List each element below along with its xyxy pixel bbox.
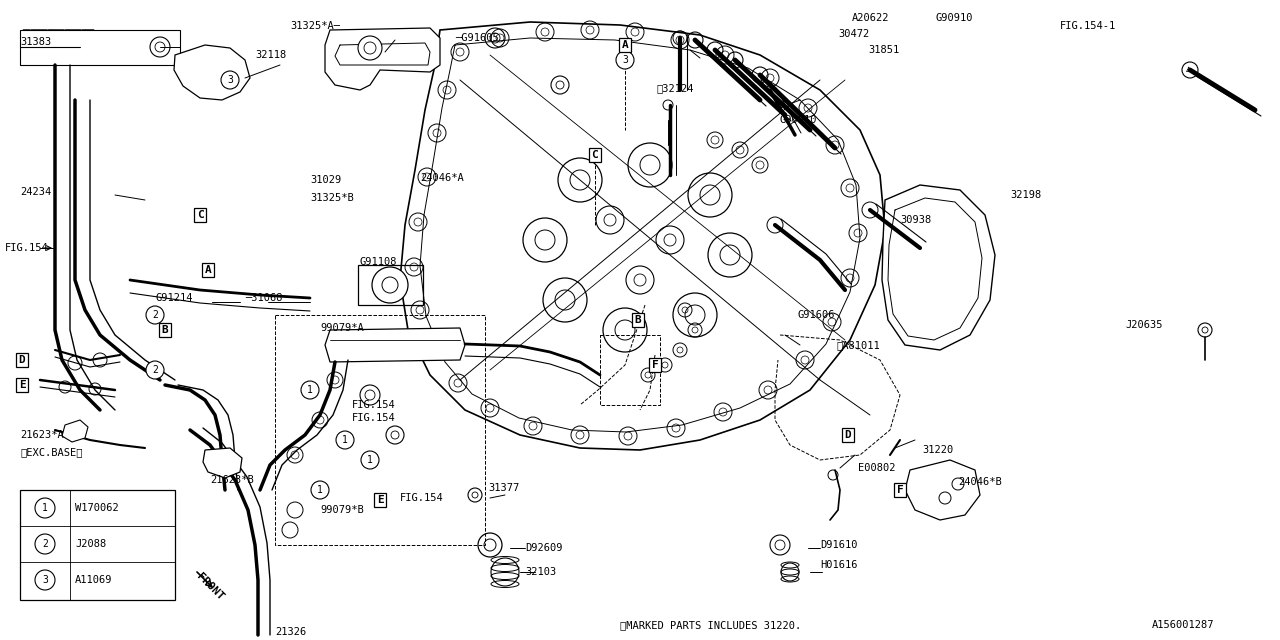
- Text: C: C: [591, 150, 598, 160]
- Text: 3: 3: [227, 75, 233, 85]
- Circle shape: [361, 451, 379, 469]
- Text: G90910: G90910: [780, 115, 818, 125]
- Text: FRONT: FRONT: [195, 572, 225, 602]
- Circle shape: [35, 534, 55, 554]
- Text: FIG.154: FIG.154: [5, 243, 49, 253]
- Text: B: B: [161, 325, 169, 335]
- Text: 1: 1: [42, 503, 47, 513]
- Circle shape: [372, 267, 408, 303]
- Text: ※MARKED PARTS INCLUDES 31220.: ※MARKED PARTS INCLUDES 31220.: [620, 620, 801, 630]
- Circle shape: [35, 498, 55, 518]
- Text: 3: 3: [622, 55, 628, 65]
- Text: 30938: 30938: [900, 215, 932, 225]
- Text: J2088: J2088: [76, 539, 106, 549]
- Text: 32103: 32103: [525, 567, 557, 577]
- Text: D91610: D91610: [820, 540, 858, 550]
- Polygon shape: [882, 185, 995, 350]
- Text: 31325*B: 31325*B: [310, 193, 353, 203]
- Text: 99079*B: 99079*B: [320, 505, 364, 515]
- Text: 30472: 30472: [838, 29, 869, 39]
- Polygon shape: [325, 28, 440, 90]
- Text: J20635: J20635: [1125, 320, 1162, 330]
- Circle shape: [311, 481, 329, 499]
- Text: 32198: 32198: [1010, 190, 1041, 200]
- Text: 2: 2: [42, 539, 47, 549]
- Text: E: E: [19, 380, 26, 390]
- Text: ─31068: ─31068: [244, 293, 283, 303]
- Text: 3: 3: [42, 575, 47, 585]
- Text: G91108: G91108: [360, 257, 398, 267]
- Text: 31851: 31851: [868, 45, 900, 55]
- Text: C: C: [197, 210, 204, 220]
- Text: 99079*A: 99079*A: [320, 323, 364, 333]
- Text: G90910: G90910: [934, 13, 973, 23]
- Bar: [20, 490, 175, 600]
- Text: 31383: 31383: [20, 37, 51, 47]
- Text: D: D: [19, 355, 26, 365]
- Text: 〈EXC.BASE〉: 〈EXC.BASE〉: [20, 447, 82, 457]
- Text: ─G91605: ─G91605: [454, 33, 499, 43]
- Text: A20622: A20622: [852, 13, 890, 23]
- Text: FIG.154: FIG.154: [399, 493, 444, 503]
- Text: 21326: 21326: [275, 627, 306, 637]
- Text: 24046*A: 24046*A: [420, 173, 463, 183]
- Text: F: F: [896, 485, 904, 495]
- Text: D: D: [845, 430, 851, 440]
- Text: 1: 1: [367, 455, 372, 465]
- Text: 2: 2: [152, 310, 157, 320]
- Text: 21623*A: 21623*A: [20, 430, 64, 440]
- Polygon shape: [61, 420, 88, 442]
- Text: 1: 1: [342, 435, 348, 445]
- Text: D92609: D92609: [525, 543, 562, 553]
- Circle shape: [146, 361, 164, 379]
- Text: 31377: 31377: [488, 483, 520, 493]
- Polygon shape: [204, 448, 242, 478]
- Text: F: F: [652, 360, 658, 370]
- Text: A11069: A11069: [76, 575, 113, 585]
- Text: A: A: [622, 40, 628, 50]
- Circle shape: [358, 36, 381, 60]
- Text: E00802: E00802: [858, 463, 896, 473]
- Circle shape: [150, 37, 170, 57]
- Polygon shape: [905, 460, 980, 520]
- Text: A: A: [205, 265, 211, 275]
- Bar: [358, 265, 422, 305]
- Text: B: B: [635, 315, 641, 325]
- Text: 31325*A─: 31325*A─: [291, 21, 340, 31]
- Circle shape: [335, 431, 355, 449]
- Polygon shape: [174, 45, 250, 100]
- Text: E: E: [376, 495, 384, 505]
- Text: 24234: 24234: [20, 187, 51, 197]
- Circle shape: [301, 381, 319, 399]
- Text: 1: 1: [317, 485, 323, 495]
- Polygon shape: [325, 328, 465, 362]
- Text: A156001287: A156001287: [1152, 620, 1215, 630]
- Text: FIG.154-1: FIG.154-1: [1060, 21, 1116, 31]
- Text: ※32124: ※32124: [657, 83, 694, 93]
- Text: FIG.154: FIG.154: [352, 400, 396, 410]
- Text: 21623*B: 21623*B: [210, 475, 253, 485]
- Text: H01616: H01616: [820, 560, 858, 570]
- Text: 1: 1: [307, 385, 312, 395]
- Text: W170062: W170062: [76, 503, 119, 513]
- Circle shape: [221, 71, 239, 89]
- Text: G91606: G91606: [797, 310, 836, 320]
- Bar: [20, 30, 180, 65]
- Text: ※A81011: ※A81011: [836, 340, 879, 350]
- Text: G91214: G91214: [155, 293, 192, 303]
- Text: 31220: 31220: [922, 445, 954, 455]
- Polygon shape: [399, 22, 884, 450]
- Text: FIG.154: FIG.154: [352, 413, 396, 423]
- Bar: [275, 315, 485, 545]
- Circle shape: [616, 51, 634, 69]
- Text: ─────────────────: ─────────────────: [22, 27, 95, 33]
- Text: 32118: 32118: [255, 50, 287, 60]
- Circle shape: [35, 570, 55, 590]
- Text: 31029: 31029: [310, 175, 342, 185]
- Text: 24046*B: 24046*B: [957, 477, 1002, 487]
- Text: 2: 2: [152, 365, 157, 375]
- Circle shape: [146, 306, 164, 324]
